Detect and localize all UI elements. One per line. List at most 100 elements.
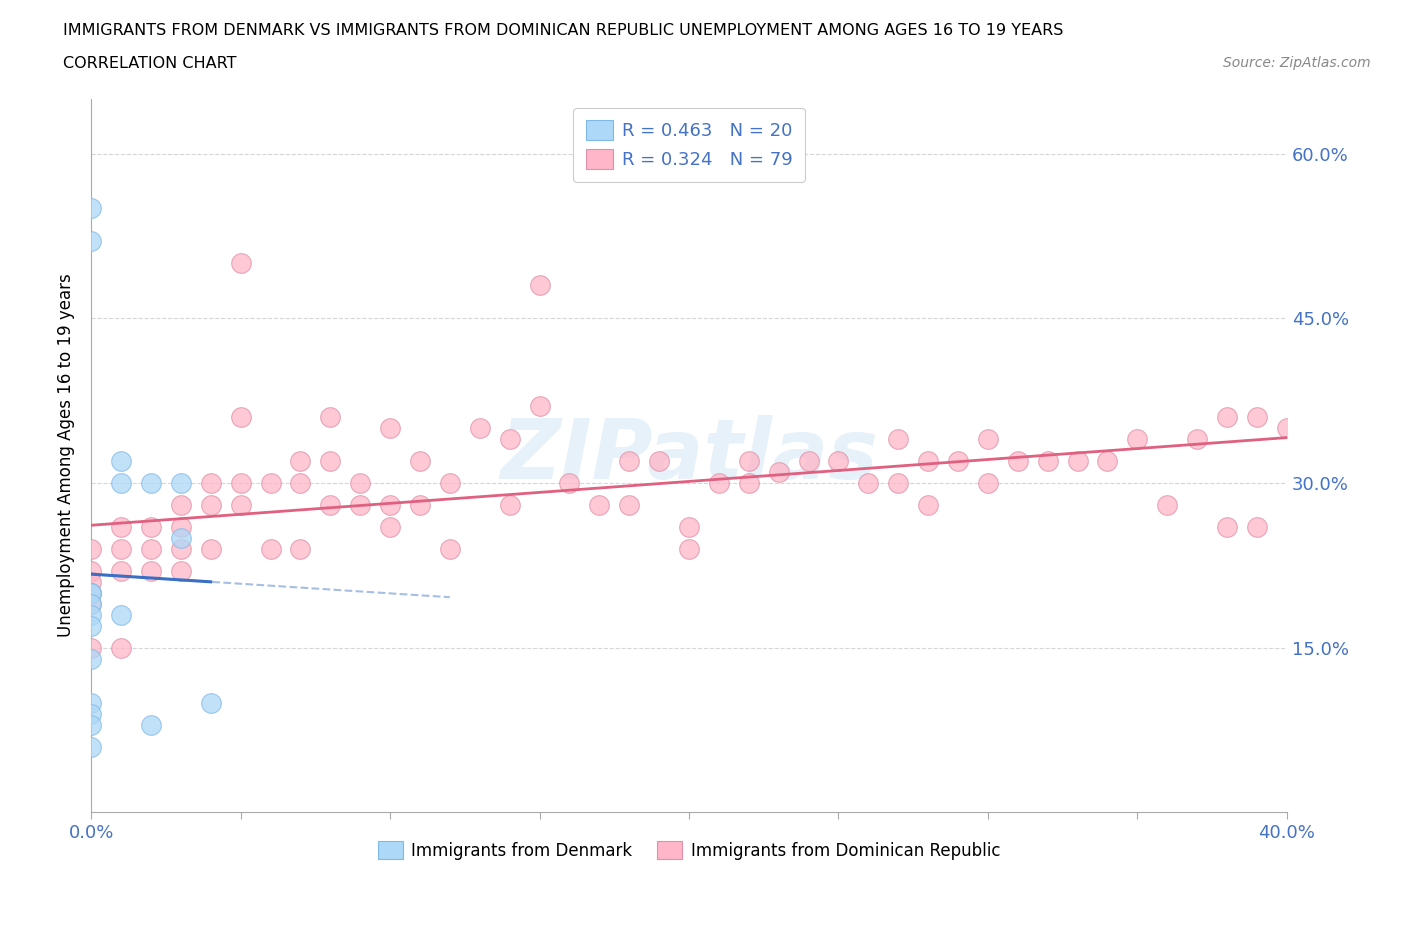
Point (887, 475, 910, 490)
Point (768, 465, 790, 480)
Point (200, 475, 222, 490)
Point (319, 498, 342, 512)
Point (290, 541, 312, 556)
Point (80, 739, 103, 754)
Point (80, 596, 103, 611)
Point (409, 454, 432, 469)
Text: CORRELATION CHART: CORRELATION CHART (63, 56, 236, 71)
Point (139, 541, 162, 556)
Point (139, 475, 162, 490)
Point (290, 454, 312, 469)
Point (1097, 454, 1119, 469)
Point (200, 498, 222, 512)
Point (80, 585, 103, 600)
Point (319, 410, 342, 425)
Point (1216, 520, 1239, 535)
Point (139, 564, 162, 578)
Point (259, 541, 281, 556)
Point (170, 520, 193, 535)
Point (80, 706, 103, 721)
Point (1185, 432, 1208, 446)
Point (378, 520, 401, 535)
Point (498, 432, 520, 446)
Point (110, 475, 132, 490)
Point (80, 618, 103, 633)
Point (917, 454, 939, 469)
Point (80, 596, 103, 611)
Point (110, 607, 132, 622)
Point (738, 475, 761, 490)
Point (1275, 420, 1298, 435)
Point (1126, 432, 1149, 446)
Point (498, 498, 520, 512)
Point (468, 420, 491, 435)
Point (439, 475, 461, 490)
Point (80, 651, 103, 666)
Text: ZIPatlas: ZIPatlas (501, 415, 877, 496)
Point (678, 520, 700, 535)
Point (80, 234, 103, 249)
Point (917, 498, 939, 512)
Text: Source: ZipAtlas.com: Source: ZipAtlas.com (1223, 56, 1371, 70)
Point (588, 498, 610, 512)
Text: IMMIGRANTS FROM DENMARK VS IMMIGRANTS FROM DOMINICAN REPUBLIC UNEMPLOYMENT AMONG: IMMIGRANTS FROM DENMARK VS IMMIGRANTS FR… (63, 23, 1064, 38)
Point (80, 575, 103, 590)
Point (80, 201, 103, 216)
Y-axis label: Unemployment Among Ages 16 to 19 years: Unemployment Among Ages 16 to 19 years (58, 273, 75, 637)
Point (139, 717, 162, 732)
Point (378, 498, 401, 512)
Point (110, 454, 132, 469)
Point (1036, 454, 1059, 469)
Point (80, 564, 103, 578)
Point (229, 498, 252, 512)
Point (1216, 410, 1239, 425)
Point (349, 498, 371, 512)
Point (707, 475, 730, 490)
Point (977, 475, 1000, 490)
Point (858, 475, 880, 490)
Point (738, 454, 761, 469)
Point (80, 607, 103, 622)
Point (1246, 410, 1268, 425)
Point (619, 498, 641, 512)
Point (619, 454, 641, 469)
Point (678, 541, 700, 556)
Point (170, 475, 193, 490)
Point (529, 399, 551, 414)
Point (170, 564, 193, 578)
Point (439, 541, 461, 556)
Point (1007, 454, 1029, 469)
Point (229, 475, 252, 490)
Point (80, 717, 103, 732)
Point (139, 520, 162, 535)
Point (80, 585, 103, 600)
Point (349, 475, 371, 490)
Point (319, 454, 342, 469)
Point (170, 530, 193, 545)
Point (200, 695, 222, 710)
Point (827, 454, 849, 469)
Point (170, 498, 193, 512)
Point (1156, 498, 1178, 512)
Legend: Immigrants from Denmark, Immigrants from Dominican Republic: Immigrants from Denmark, Immigrants from… (370, 833, 1008, 869)
Point (80, 541, 103, 556)
Point (80, 695, 103, 710)
Point (80, 640, 103, 655)
Point (200, 541, 222, 556)
Point (378, 420, 401, 435)
Point (409, 498, 432, 512)
Point (110, 640, 132, 655)
Point (80, 585, 103, 600)
Point (290, 475, 312, 490)
Point (797, 454, 820, 469)
Point (110, 520, 132, 535)
Point (648, 454, 671, 469)
Point (229, 256, 252, 271)
Point (1246, 520, 1268, 535)
Point (229, 410, 252, 425)
Point (558, 475, 581, 490)
Point (110, 564, 132, 578)
Point (110, 541, 132, 556)
Point (1066, 454, 1088, 469)
Point (259, 475, 281, 490)
